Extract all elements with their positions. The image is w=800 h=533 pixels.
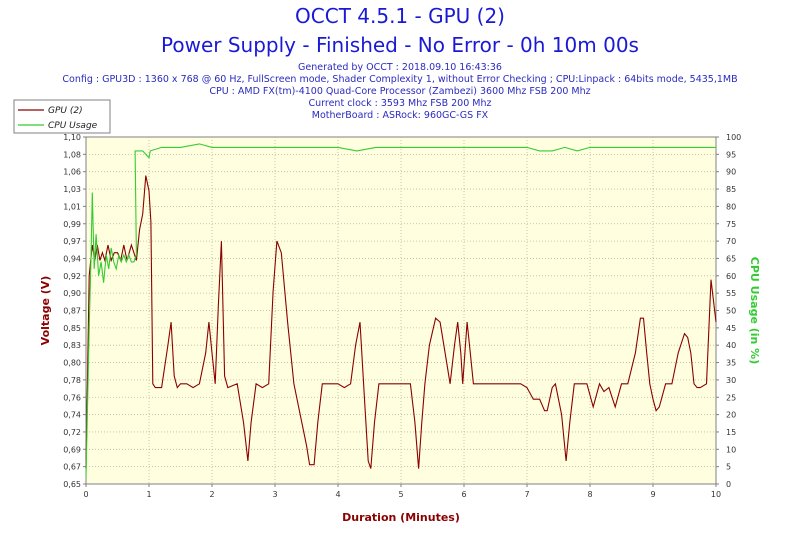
y-tick-label: 0,85: [63, 324, 81, 333]
y-tick-label: 0,97: [63, 237, 81, 246]
y-tick-label: 1,03: [63, 185, 81, 194]
x-tick-label: 9: [650, 490, 655, 499]
info-config: Config : GPU3D : 1360 x 768 @ 60 Hz, Ful…: [62, 74, 738, 85]
y2-tick-label: 100: [726, 133, 741, 142]
y2-tick-label: 85: [726, 185, 736, 194]
y2-tick-label: 60: [726, 272, 736, 281]
y2-tick-label: 25: [726, 393, 736, 402]
y2-tick-label: 65: [726, 254, 736, 263]
y-tick-label: 1,10: [63, 133, 81, 142]
y-tick-label: 0,74: [63, 411, 81, 420]
y-axis-label: Voltage (V): [39, 276, 52, 346]
legend-label: CPU Usage: [48, 121, 98, 131]
y-tick-label: 1,06: [63, 168, 81, 177]
y2-tick-label: 45: [726, 324, 736, 333]
chart-title: OCCT 4.5.1 - GPU (2): [295, 4, 505, 28]
y-tick-label: 0,76: [63, 393, 81, 402]
x-tick-label: 6: [461, 490, 466, 499]
y2-tick-label: 95: [726, 150, 736, 159]
series-cpu-usage-line: [85, 143, 716, 478]
x-tick-label: 3: [272, 490, 277, 499]
y2-tick-label: 0: [726, 480, 731, 489]
y-tick-label: 0,83: [63, 341, 81, 350]
legend-box: [13, 99, 111, 134]
y2-tick-label: 10: [726, 445, 736, 454]
x-tick-label: 7: [524, 490, 529, 499]
y2-tick-label: 75: [726, 220, 736, 229]
y2-tick-label: 80: [726, 202, 736, 211]
y-tick-label: 0,87: [63, 307, 81, 316]
x-tick-label: 8: [587, 490, 592, 499]
y-tick-label: 0,99: [63, 220, 81, 229]
series-gpu-voltage-line: [85, 175, 717, 469]
info-clock: Current clock : 3593 Mhz FSB 200 Mhz: [308, 98, 492, 109]
y-tick-label: 1,08: [63, 150, 81, 159]
y2-tick-label: 70: [726, 237, 736, 246]
y-tick-label: 0,80: [63, 359, 81, 368]
x-tick-label: 5: [398, 490, 403, 499]
info-generated: Generated by OCCT : 2018.09.10 16:43:36: [298, 62, 502, 73]
y-tick-label: 0,90: [63, 289, 81, 298]
y-tick-label: 0,67: [63, 463, 81, 472]
y-tick-label: 0,65: [63, 480, 81, 489]
y2-tick-label: 90: [726, 168, 736, 177]
y2-tick-label: 30: [726, 376, 736, 385]
x-tick-label: 10: [711, 490, 721, 499]
y-tick-label: 0,92: [63, 272, 81, 281]
y-tick-label: 0,69: [63, 445, 81, 454]
y-tick-label: 0,78: [63, 376, 81, 385]
y2-tick-label: 35: [726, 359, 736, 368]
info-cpu: CPU : AMD FX(tm)-4100 Quad-Core Processo…: [209, 86, 591, 97]
x-tick-label: 2: [209, 490, 214, 499]
info-motherboard: MotherBoard : ASRock: 960GC-GS FX: [311, 110, 489, 121]
chart-subtitle: Power Supply - Finished - No Error - 0h …: [161, 33, 639, 57]
x-tick-label: 0: [83, 490, 88, 499]
y2-tick-label: 5: [726, 463, 731, 472]
y2-tick-label: 20: [726, 411, 736, 420]
y-tick-label: 0,94: [63, 254, 81, 263]
x-tick-label: 1: [146, 490, 151, 499]
y-tick-label: 1,01: [63, 202, 81, 211]
y2-tick-label: 40: [726, 341, 736, 350]
x-axis-label: Duration (Minutes): [342, 511, 460, 524]
y2-tick-label: 50: [726, 307, 736, 316]
legend-label: GPU (2): [48, 106, 83, 116]
y2-axis-label: CPU Usage (in %): [748, 257, 761, 364]
y2-tick-label: 15: [726, 428, 736, 437]
y2-tick-label: 55: [726, 289, 736, 298]
y-tick-label: 0,72: [63, 428, 81, 437]
x-tick-label: 4: [335, 490, 340, 499]
